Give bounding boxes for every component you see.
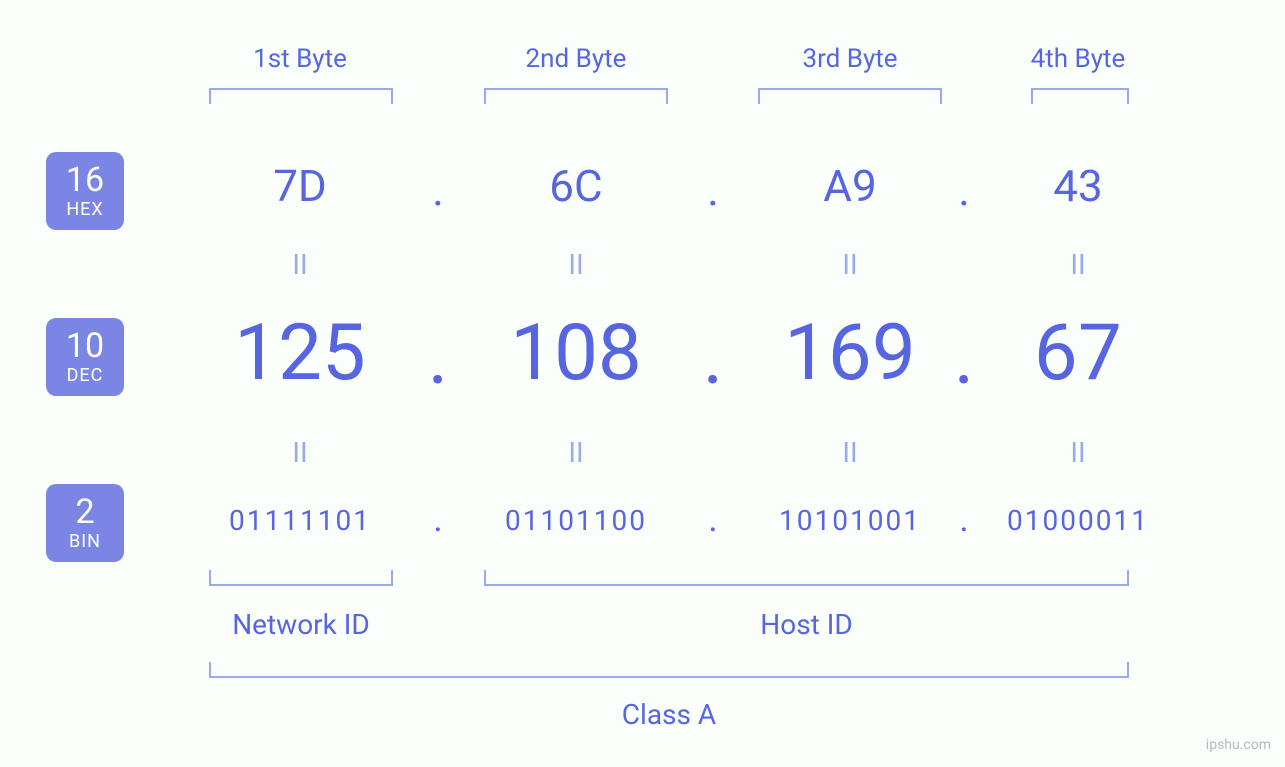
eq-dec-bin-4: II [1058,436,1098,469]
eq-dec-bin-3: II [830,436,870,469]
byte-label-4: 4th Byte [978,44,1178,74]
eq-hex-dec-1: II [280,248,320,281]
hex-byte-1: 7D [200,160,400,212]
hex-badge: 16 HEX [46,152,124,230]
bracket-byte-3 [758,88,942,104]
dec-badge-name: DEC [67,366,104,386]
hex-byte-4: 43 [978,160,1178,212]
bin-dot-3: . [944,498,984,540]
dec-dot-1: . [408,312,468,403]
bin-badge: 2 BIN [46,484,124,562]
hex-dot-3: . [944,164,984,216]
dec-dot-2: . [683,312,743,403]
hex-badge-name: HEX [66,200,103,220]
dec-byte-2: 108 [456,308,696,399]
eq-hex-dec-2: II [556,248,596,281]
watermark: ipshu.com [1206,737,1271,753]
bin-badge-base: 2 [75,494,94,531]
bin-byte-4: 01000011 [958,504,1198,537]
bracket-host [484,570,1129,586]
hex-dot-1: . [418,164,458,216]
ip-diagram-container: 16 HEX 10 DEC 2 BIN 1st Byte 2nd Byte 3r… [0,0,1285,767]
host-id-label: Host ID [484,608,1129,641]
eq-dec-bin-2: II [556,436,596,469]
byte-label-3: 3rd Byte [750,44,950,74]
hex-byte-3: A9 [750,160,950,212]
bracket-byte-4 [1031,88,1129,104]
bracket-byte-1 [209,88,393,104]
bin-dot-1: . [418,498,458,540]
dec-byte-1: 125 [180,308,420,399]
eq-hex-dec-4: II [1058,248,1098,281]
dec-badge-base: 10 [66,328,104,365]
hex-byte-2: 6C [476,160,676,212]
bin-byte-3: 10101001 [730,504,970,537]
byte-label-2: 2nd Byte [476,44,676,74]
bracket-network [209,570,393,586]
class-label: Class A [209,698,1129,731]
eq-dec-bin-1: II [280,436,320,469]
dec-badge: 10 DEC [46,318,124,396]
bin-byte-2: 01101100 [456,504,696,537]
bracket-class [209,662,1129,678]
bracket-byte-2 [484,88,668,104]
byte-label-1: 1st Byte [200,44,400,74]
bin-badge-name: BIN [69,532,101,552]
hex-dot-2: . [693,164,733,216]
bin-dot-2: . [693,498,733,540]
eq-hex-dec-3: II [830,248,870,281]
bin-byte-1: 01111101 [180,504,420,537]
hex-badge-base: 16 [66,162,104,199]
dec-dot-3: . [934,312,994,403]
network-id-label: Network ID [209,608,393,641]
dec-byte-4: 67 [958,308,1198,399]
